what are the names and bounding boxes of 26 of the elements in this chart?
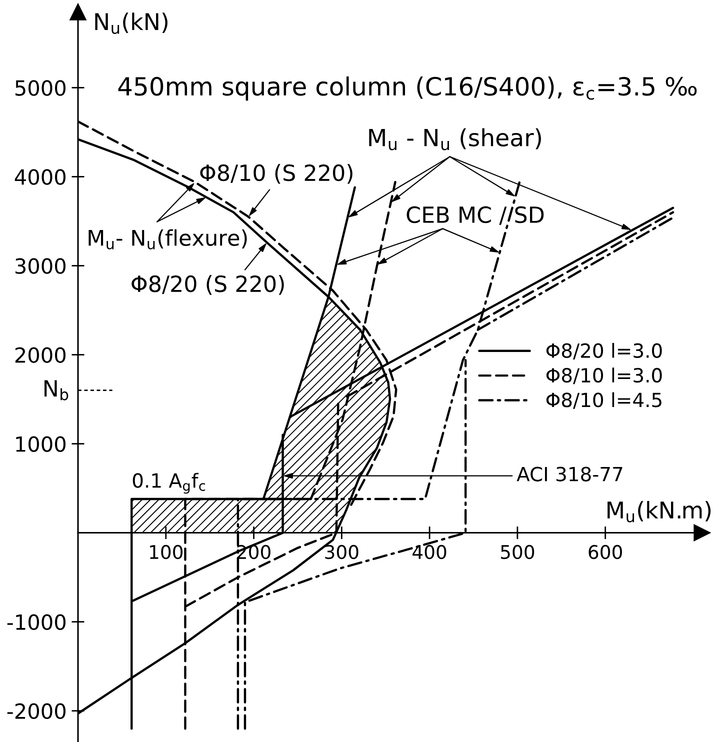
x-tick-label: 300 xyxy=(325,544,358,560)
annotation: M$_{u}$ - N$_{u}$ (shear) xyxy=(369,128,541,150)
x-tick-label: 400 xyxy=(412,544,446,560)
y-tick-label: 5000 xyxy=(15,80,66,96)
y-axis-title: N$_{u}$(kN) xyxy=(95,12,168,34)
y-tick-label: -1000 xyxy=(7,614,66,630)
x-tick-label: 500 xyxy=(500,544,534,560)
x-axis-title: M$_{u}$(kN.m) xyxy=(608,500,711,522)
y-tick-label: -2000 xyxy=(7,703,66,720)
annotation: Φ8/20 (S 220) xyxy=(132,275,284,295)
annotation: CEB MC / SD xyxy=(406,206,544,225)
y-tick-label: 2000 xyxy=(15,347,66,363)
annotation: Φ8/10 (S 220) xyxy=(200,164,352,184)
legend-label: Φ8/10 l=4.5 xyxy=(546,392,662,409)
x-tick-label: 100 xyxy=(150,544,183,560)
annotation: 0.1 A$_{g}$f$_{c}$ xyxy=(132,472,206,494)
y-tick-label: 3000 xyxy=(15,258,66,274)
x-tick-label: 600 xyxy=(588,544,622,560)
ref-line-label: N$_{b}$ xyxy=(44,380,68,400)
legend-label: Φ8/20 l=3.0 xyxy=(546,342,662,360)
annotation: ACI 318-77 xyxy=(516,466,622,482)
annotation: M$_{u}$- N$_{u}$(flexure) xyxy=(88,229,247,250)
y-tick-label: 1000 xyxy=(16,436,66,452)
legend-label: Φ8/10 l=3.0 xyxy=(546,368,662,384)
text: 450mm square column (C16/S400), ε$_{c}$=3.5 ‰ xyxy=(118,76,697,101)
y-tick-label: 4000 xyxy=(14,169,66,185)
